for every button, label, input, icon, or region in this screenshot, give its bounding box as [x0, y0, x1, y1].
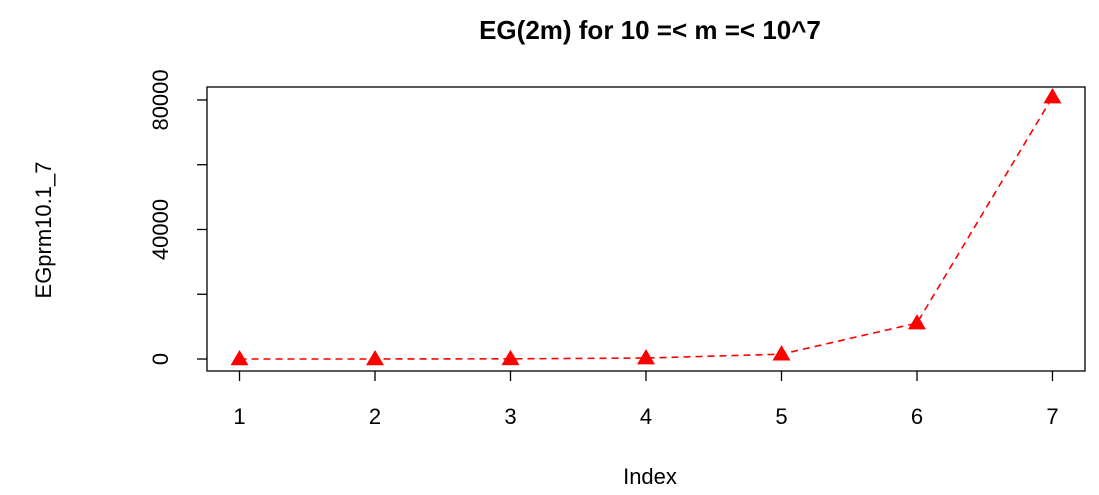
x-axis-label: Index — [623, 464, 677, 489]
data-line — [239, 96, 1054, 360]
data-point — [772, 345, 791, 361]
data-point — [907, 314, 926, 330]
x-tick-label: 1 — [233, 404, 245, 429]
x-tick-label: 2 — [369, 404, 381, 429]
y-axis-label: EGprm10.1_7 — [31, 162, 56, 299]
data-point — [1043, 88, 1062, 104]
y-tick-label: 40000 — [148, 199, 173, 260]
plot-box — [206, 86, 1086, 372]
x-tick-label: 4 — [640, 404, 652, 429]
data-point — [501, 349, 520, 366]
y-tick-label: 80000 — [148, 69, 173, 130]
y-tick-label: 0 — [148, 353, 173, 365]
x-tick-label: 3 — [504, 404, 516, 429]
x-tick-label: 6 — [911, 404, 923, 429]
data-point — [366, 349, 385, 366]
data-point — [230, 350, 249, 366]
x-tick-label: 7 — [1046, 404, 1058, 429]
data-point — [637, 349, 655, 365]
chart-title: EG(2m) for 10 =< m =< 10^7 — [479, 15, 821, 45]
x-tick-label: 5 — [775, 404, 787, 429]
